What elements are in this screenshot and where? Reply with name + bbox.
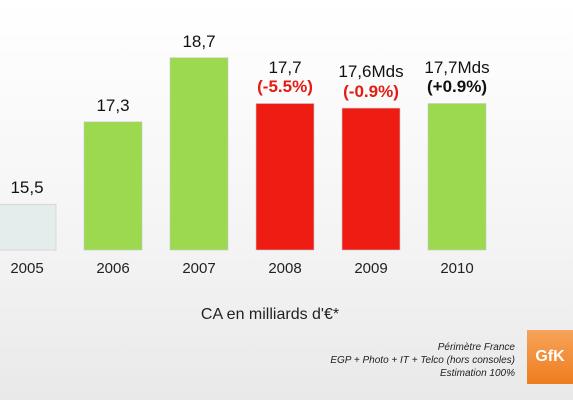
bar-2008	[255, 103, 315, 251]
bar-2005	[0, 203, 57, 251]
bar-2009	[341, 107, 401, 251]
value-label: 15,5	[10, 178, 44, 198]
year-label-2008: 2008	[268, 260, 302, 277]
gfk-logo: GfK	[527, 330, 573, 384]
bar-label-2006: 17,3	[96, 96, 129, 116]
value-label: 17,7	[268, 57, 302, 77]
value-label: 17,6Mds	[338, 62, 404, 82]
year-label-2006: 2006	[96, 260, 130, 277]
change-label: (-0.9%)	[343, 81, 399, 101]
bar-2006	[83, 121, 143, 251]
year-label-2009: 2009	[354, 260, 388, 277]
bar-label-2010: 17,7Mds (+0.9%)	[424, 58, 489, 97]
year-label-2005: 2005	[10, 260, 44, 277]
value-label: 18,7	[182, 31, 216, 51]
value-label: 17,7Mds	[424, 57, 490, 77]
year-label-2007: 2007	[182, 260, 216, 277]
change-label: (+0.9%)	[426, 77, 487, 97]
footnote-estimation: Estimation 100%	[439, 368, 515, 379]
value-label: 17,3	[96, 95, 130, 115]
footnote-scope: Périmètre France	[437, 342, 515, 353]
change-label: (-5.5%)	[257, 77, 313, 97]
bar-label-2005: 15,5	[10, 178, 43, 198]
footnotes: Périmètre France EGP + Photo + IT + Telc…	[330, 341, 515, 380]
bar-2010	[427, 103, 487, 251]
year-label-2010: 2010	[440, 260, 474, 277]
footnote-categories: EGP + Photo + IT + Telco (hors consoles)	[330, 355, 515, 366]
bar-label-2008: 17,7 (-5.5%)	[257, 58, 313, 97]
bar-2007	[169, 57, 229, 251]
x-axis-label: CA en milliards d'€*	[200, 306, 340, 323]
bar-label-2009: 17,6Mds (-0.9%)	[338, 62, 403, 101]
bar-label-2007: 18,7	[182, 32, 215, 52]
